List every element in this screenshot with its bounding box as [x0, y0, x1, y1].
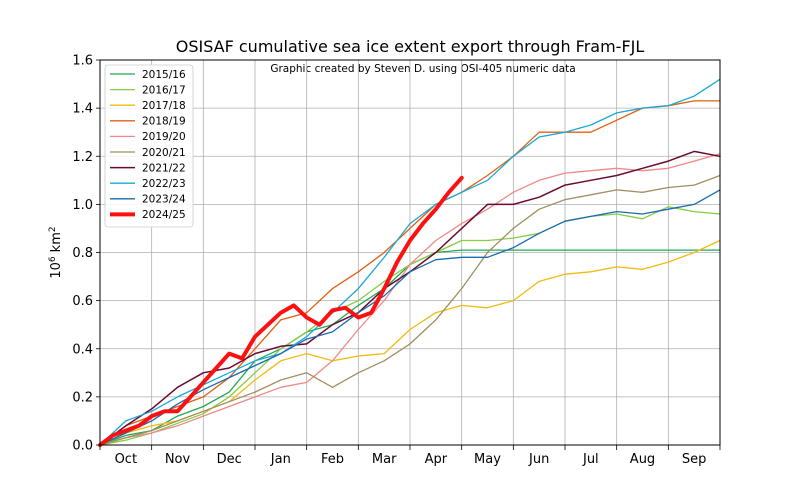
series-line-2024-25: [98, 175, 464, 447]
legend-label: 2023/24: [142, 194, 186, 206]
x-month-label: Feb: [321, 452, 344, 467]
x-month-label: Sep: [682, 452, 707, 467]
x-month-label: Oct: [115, 452, 137, 467]
x-month-label: Jul: [582, 452, 599, 467]
y-tick-label: 1.4: [72, 102, 93, 117]
legend-label: 2017/18: [142, 100, 186, 112]
y-tick-label: 1.2: [72, 150, 93, 165]
y-tick-label: 0.2: [72, 390, 93, 405]
chart-title: OSISAF cumulative sea ice extent export …: [176, 37, 645, 56]
legend-label: 2018/19: [142, 116, 186, 128]
legend-label: 2016/17: [142, 84, 186, 96]
axes: 0.0 0.2 0.4 0.6 0.8 1.0 1.2 1.4 1.6 Oct Nov Dec Jan F…: [72, 54, 721, 467]
legend: 2015/16 2016/17 2017/18 2018/19 2019/20 2020/…: [104, 64, 194, 228]
y-axis-label-part: km: [49, 232, 64, 252]
y-tick-label: 0.0: [72, 439, 93, 454]
series-line-2019-20: [99, 153, 721, 446]
chart-subtitle: Graphic created by Steven D. using OSI-4…: [270, 63, 575, 75]
legend-label: 2024/25: [142, 209, 186, 221]
x-month-label: Apr: [425, 452, 448, 467]
y-axis-label-text: 106 km2: [48, 226, 64, 278]
x-month-label: Nov: [165, 452, 191, 467]
y-tick-label: 1.6: [72, 54, 93, 69]
series-line-2015-16: [99, 249, 721, 446]
y-axis-label: 106 km2: [48, 226, 64, 278]
y-axis-label-part: 2: [48, 226, 58, 232]
y-tick-label: 1.0: [72, 198, 93, 213]
y-tick-label: 0.6: [72, 294, 93, 309]
y-axis-label-part: 6: [48, 256, 58, 262]
y-tick-label: 0.8: [72, 246, 93, 261]
series-line-2018-19: [99, 100, 721, 446]
legend-label: 2022/23: [142, 178, 186, 190]
x-month-label: Jan: [270, 452, 291, 467]
series-line-2023-24: [99, 189, 721, 446]
legend-label: 2021/22: [142, 162, 186, 174]
x-month-label: May: [474, 452, 501, 467]
y-tick-label: 0.4: [72, 342, 93, 357]
legend-label: 2020/21: [142, 147, 186, 159]
x-month-label: Mar: [372, 452, 397, 467]
series-line-2020-21: [99, 174, 721, 446]
x-month-label: Jun: [528, 452, 549, 467]
x-month-label: Aug: [630, 452, 655, 467]
legend-label: 2019/20: [142, 131, 186, 143]
x-month-label: Dec: [217, 452, 242, 467]
series-lines: [98, 78, 721, 447]
legend-label: 2015/16: [142, 69, 186, 81]
y-axis-label-part: 10: [49, 262, 64, 279]
